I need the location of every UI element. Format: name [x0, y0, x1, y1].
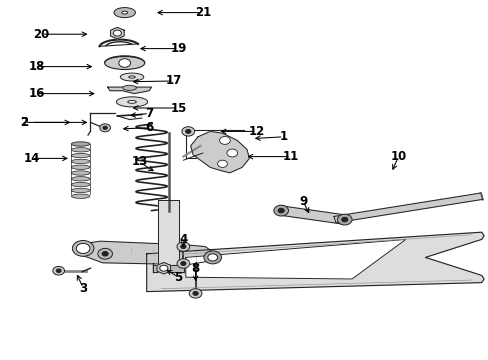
Polygon shape	[157, 262, 170, 274]
Circle shape	[76, 243, 90, 253]
Circle shape	[100, 124, 110, 132]
Text: 14: 14	[23, 152, 40, 165]
Circle shape	[98, 248, 112, 259]
Ellipse shape	[71, 188, 90, 193]
Polygon shape	[76, 241, 215, 265]
Circle shape	[203, 251, 221, 264]
Circle shape	[113, 30, 121, 36]
Polygon shape	[280, 206, 345, 224]
Circle shape	[207, 254, 217, 261]
Text: 4: 4	[179, 233, 187, 246]
Ellipse shape	[127, 100, 136, 103]
Ellipse shape	[71, 165, 90, 169]
Polygon shape	[107, 87, 151, 94]
Circle shape	[102, 126, 107, 130]
Circle shape	[341, 217, 347, 222]
Text: 3: 3	[79, 282, 87, 294]
Circle shape	[219, 136, 230, 144]
Text: 5: 5	[174, 271, 182, 284]
Text: 12: 12	[248, 125, 264, 138]
Ellipse shape	[71, 153, 90, 158]
Circle shape	[119, 59, 130, 67]
Polygon shape	[153, 265, 184, 272]
Ellipse shape	[71, 171, 90, 175]
Text: 1: 1	[279, 130, 287, 143]
Ellipse shape	[128, 76, 135, 78]
Circle shape	[72, 240, 94, 256]
Text: 7: 7	[145, 107, 153, 120]
Circle shape	[182, 127, 194, 136]
Circle shape	[53, 266, 64, 275]
Polygon shape	[185, 239, 405, 279]
Ellipse shape	[104, 57, 144, 69]
Circle shape	[177, 259, 189, 268]
Polygon shape	[110, 27, 124, 39]
Circle shape	[208, 255, 216, 260]
Ellipse shape	[122, 98, 142, 105]
Circle shape	[102, 252, 108, 256]
Circle shape	[56, 269, 61, 273]
Text: 9: 9	[299, 195, 306, 208]
Circle shape	[181, 245, 185, 248]
Text: 20: 20	[33, 28, 50, 41]
Ellipse shape	[71, 194, 90, 198]
Polygon shape	[190, 131, 249, 173]
Text: 21: 21	[194, 6, 211, 19]
Text: 19: 19	[170, 42, 186, 55]
Ellipse shape	[71, 183, 90, 187]
Ellipse shape	[71, 159, 90, 163]
Ellipse shape	[116, 97, 147, 107]
Ellipse shape	[120, 73, 143, 81]
Circle shape	[273, 205, 288, 216]
Circle shape	[193, 292, 198, 295]
Ellipse shape	[71, 177, 90, 181]
Circle shape	[177, 242, 189, 251]
Circle shape	[181, 262, 185, 265]
Circle shape	[79, 245, 87, 252]
Text: 15: 15	[170, 102, 186, 114]
Text: 17: 17	[165, 75, 182, 87]
Ellipse shape	[114, 8, 135, 18]
Ellipse shape	[122, 11, 127, 14]
Text: 2: 2	[20, 116, 28, 129]
Text: 2: 2	[20, 116, 28, 129]
Text: 11: 11	[282, 150, 299, 163]
Polygon shape	[146, 232, 483, 292]
Text: 10: 10	[389, 150, 406, 163]
Text: 18: 18	[28, 60, 45, 73]
Text: 16: 16	[28, 87, 45, 100]
Text: 6: 6	[145, 121, 153, 134]
Circle shape	[185, 130, 190, 133]
Circle shape	[189, 289, 202, 298]
Circle shape	[226, 149, 237, 157]
Ellipse shape	[71, 148, 90, 152]
Text: 13: 13	[131, 156, 147, 168]
Circle shape	[160, 265, 167, 271]
Polygon shape	[333, 193, 482, 223]
Circle shape	[337, 214, 351, 225]
Ellipse shape	[122, 85, 136, 90]
Text: 8: 8	[191, 262, 199, 275]
Circle shape	[278, 208, 284, 213]
Circle shape	[217, 160, 227, 167]
Polygon shape	[158, 200, 179, 266]
Ellipse shape	[71, 142, 90, 146]
